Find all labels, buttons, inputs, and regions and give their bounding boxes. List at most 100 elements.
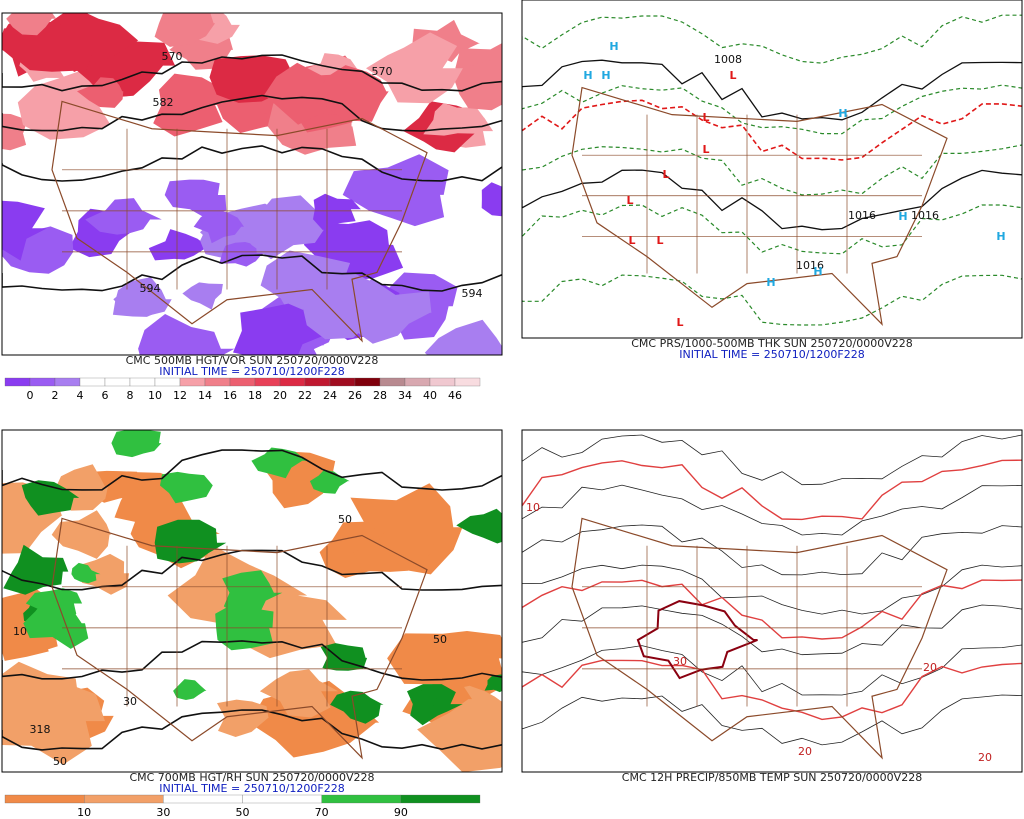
colorbar-label: 26: [348, 389, 362, 402]
colorbar-swatch: [254, 377, 281, 387]
shaded-area: [481, 182, 502, 217]
map-panel: 30 20 20 10 20 CMC 12H PRECIP/850MB TEMP SUN …: [521, 429, 1023, 784]
low-pressure: L: [729, 69, 736, 82]
shaded-area: [173, 679, 207, 700]
colorbar-label: 14: [198, 389, 212, 402]
contour-line: [522, 484, 1022, 536]
colorbar-swatch: [163, 794, 243, 804]
contour-line: [522, 274, 1022, 326]
colorbar-swatch: [379, 377, 406, 387]
low-pressure: L: [662, 168, 669, 181]
colorbar-swatch: [154, 377, 181, 387]
shaded-area: [3, 544, 69, 595]
colorbar-label: 6: [102, 389, 109, 402]
shaded-area: [154, 13, 216, 47]
colorbar-label: 0: [27, 389, 34, 402]
colorbar-label: 10: [77, 806, 91, 819]
contour-line: [2, 449, 502, 491]
colorbar-label: 90: [394, 806, 408, 819]
contour-line: [2, 254, 502, 292]
colorbar-swatch: [354, 377, 381, 387]
shaded-area: [412, 690, 439, 708]
contour-label: 50: [338, 513, 352, 526]
shaded-area: [153, 73, 228, 137]
high-pressure: H: [838, 107, 847, 120]
shaded-area: [138, 314, 235, 355]
country-outline: [51, 100, 428, 343]
contour-line: [2, 94, 502, 132]
shaded-area: [484, 674, 502, 693]
colorbar-label: 4: [77, 389, 84, 402]
shaded-area: [424, 319, 502, 355]
contour-label: 30: [673, 655, 687, 668]
shaded-area: [450, 60, 502, 111]
colorbar-label: 46: [448, 389, 462, 402]
shaded-area: [160, 471, 213, 504]
shaded-area: [2, 200, 48, 261]
shaded-area: [77, 77, 124, 108]
shaded-area: [2, 113, 28, 151]
shaded-area: [51, 510, 111, 559]
contour-label: 318: [30, 723, 51, 736]
colorbar-label: 30: [156, 806, 170, 819]
contour-line: [522, 694, 1022, 746]
colorbar-label: 34: [398, 389, 412, 402]
shaded-area: [313, 193, 361, 231]
colorbar-label: 18: [248, 389, 262, 402]
colorbar-swatch: [129, 377, 156, 387]
contour-label: 30: [123, 695, 137, 708]
colorbar-label: 50: [236, 806, 250, 819]
colorbar-swatch: [4, 377, 31, 387]
shaded-area: [2, 681, 105, 765]
contour-label: 570: [372, 65, 393, 78]
colorbar-swatch: [404, 377, 431, 387]
shaded-area: [71, 562, 101, 584]
colorbar-swatch: [242, 794, 322, 804]
colorbar-swatch: [204, 377, 231, 387]
country-outline: [51, 517, 428, 760]
map-frame: [1, 429, 503, 773]
contour-label: 20: [923, 661, 937, 674]
contour-label: 1008: [714, 53, 742, 66]
shaded-area: [636, 600, 758, 680]
low-pressure: L: [676, 316, 683, 329]
contour-line: [522, 459, 1022, 521]
shaded-area: [320, 643, 368, 671]
contour-line: [522, 204, 1022, 255]
contour-label: 570: [162, 50, 183, 63]
colorbar-label: 70: [315, 806, 329, 819]
country-outline: [571, 86, 948, 326]
shaded-area: [23, 597, 89, 649]
shaded-area: [222, 570, 283, 617]
shaded-area: [259, 669, 339, 718]
shaded-area: [366, 32, 463, 104]
map-caption: CMC PRS/1000-500MB THK SUN 250720/0000V2…: [631, 337, 912, 350]
map-area: [2, 430, 502, 772]
map-area: [522, 14, 1022, 326]
map-panel: 570 570 582 594 594 CMC 500MB HGT/VOR SUN 250…: [1, 12, 503, 402]
high-pressure: H: [766, 276, 775, 289]
map-frame: [521, 429, 1023, 773]
contour-line: [522, 604, 1022, 656]
contour-line: [522, 144, 1022, 196]
contour-label: 594: [140, 282, 161, 295]
map-caption: CMC 500MB HGT/VOR SUN 250720/0000V228: [126, 354, 379, 367]
map-caption: CMC 700MB HGT/RH SUN 250720/0000V228: [129, 771, 374, 784]
high-pressure: H: [898, 210, 907, 223]
contour-line: [2, 54, 502, 92]
colorbar-label: 24: [323, 389, 337, 402]
shaded-area: [164, 179, 227, 220]
colorbar-label: 40: [423, 389, 437, 402]
shaded-area: [316, 65, 389, 122]
colorbar-swatch: [54, 377, 81, 387]
low-pressure: L: [626, 194, 633, 207]
colorbar-label: 8: [127, 389, 134, 402]
shaded-area: [182, 282, 223, 310]
contour-label: 50: [433, 633, 447, 646]
shaded-area: [353, 527, 437, 572]
contour-line: [522, 14, 1022, 64]
contour-label: 594: [462, 287, 483, 300]
contour-line: [522, 524, 1022, 576]
